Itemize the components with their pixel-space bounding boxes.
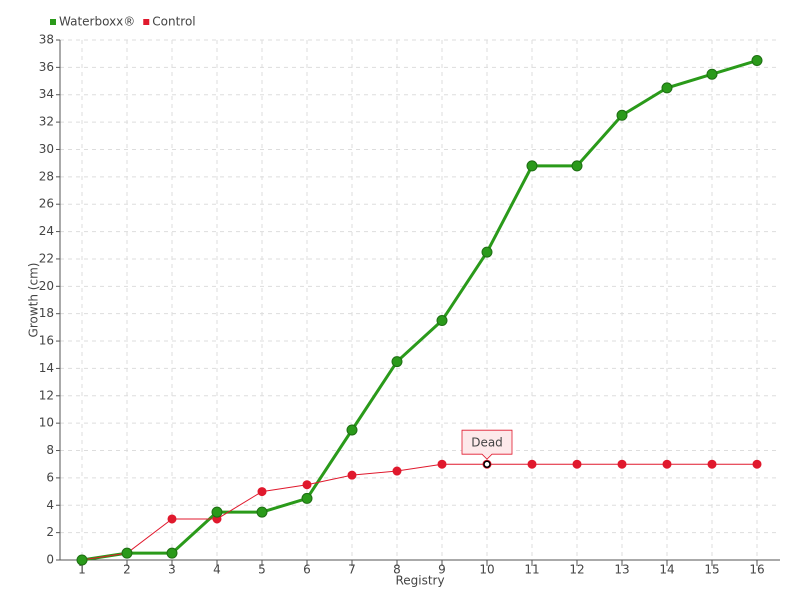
x-axis-label: Registry [395, 574, 444, 588]
x-tick-label: 10 [479, 563, 494, 577]
point [391, 356, 403, 368]
point [526, 160, 538, 172]
legend-swatch [143, 19, 150, 25]
point [662, 459, 672, 469]
x-tick-label: 9 [438, 563, 446, 577]
point [481, 246, 493, 258]
point [346, 424, 358, 436]
x-tick-label: 2 [123, 563, 131, 577]
point [121, 547, 133, 559]
legend-label: Waterboxx® [59, 15, 135, 29]
y-tick-label: 0 [46, 553, 54, 567]
legend-label: Control [152, 15, 195, 29]
point [706, 68, 718, 80]
y-tick-label: 18 [39, 306, 54, 320]
y-tick-label: 30 [39, 142, 54, 156]
series-line [81, 59, 758, 562]
y-tick-label: 22 [39, 251, 54, 265]
series-line [81, 463, 757, 561]
x-tick-label: 6 [303, 563, 311, 577]
point [707, 459, 717, 469]
x-tick-label: 8 [393, 563, 401, 577]
point [616, 109, 628, 121]
point [392, 466, 402, 476]
y-tick-label: 28 [39, 169, 54, 183]
annotation-point [483, 460, 491, 468]
x-tick-label: 13 [614, 563, 629, 577]
point [211, 506, 223, 518]
y-tick-label: 14 [39, 361, 54, 375]
point [257, 487, 267, 497]
y-tick-label: 10 [39, 416, 54, 430]
y-tick-label: 36 [39, 60, 54, 74]
x-tick-label: 14 [659, 563, 674, 577]
x-tick-label: 7 [348, 563, 356, 577]
y-tick-label: 32 [39, 115, 54, 129]
y-tick-label: 4 [46, 498, 54, 512]
point [347, 470, 357, 480]
point [301, 492, 313, 504]
point [617, 459, 627, 469]
y-tick-label: 26 [39, 197, 54, 211]
y-axis-label: Growth (cm) [27, 263, 41, 338]
y-tick-label: 6 [46, 470, 54, 484]
point [661, 82, 673, 94]
x-tick-label: 4 [213, 563, 221, 577]
x-tick-label: 15 [704, 563, 719, 577]
y-tick-label: 20 [39, 279, 54, 293]
y-tick-label: 38 [39, 33, 54, 47]
point [302, 480, 312, 490]
point [437, 459, 447, 469]
point [256, 506, 268, 518]
annotation-text: Dead [471, 436, 503, 450]
point [76, 554, 88, 566]
y-tick-label: 24 [39, 224, 54, 238]
y-tick-label: 12 [39, 388, 54, 402]
point [167, 514, 177, 524]
annotation-box [461, 429, 513, 460]
y-tick-label: 8 [46, 443, 54, 457]
point [527, 459, 537, 469]
y-tick-label: 16 [39, 334, 54, 348]
point [751, 55, 763, 67]
x-tick-label: 3 [168, 563, 176, 577]
point [752, 459, 762, 469]
x-tick-label: 1 [78, 563, 86, 577]
point [436, 315, 448, 327]
point [572, 459, 582, 469]
y-tick-label: 2 [46, 525, 54, 539]
x-tick-label: 5 [258, 563, 266, 577]
y-tick-label: 34 [39, 87, 54, 101]
x-tick-label: 11 [524, 563, 539, 577]
x-tick-label: 12 [569, 563, 584, 577]
x-tick-label: 16 [749, 563, 764, 577]
point [571, 160, 583, 172]
legend-swatch [50, 19, 56, 25]
point [166, 547, 178, 559]
